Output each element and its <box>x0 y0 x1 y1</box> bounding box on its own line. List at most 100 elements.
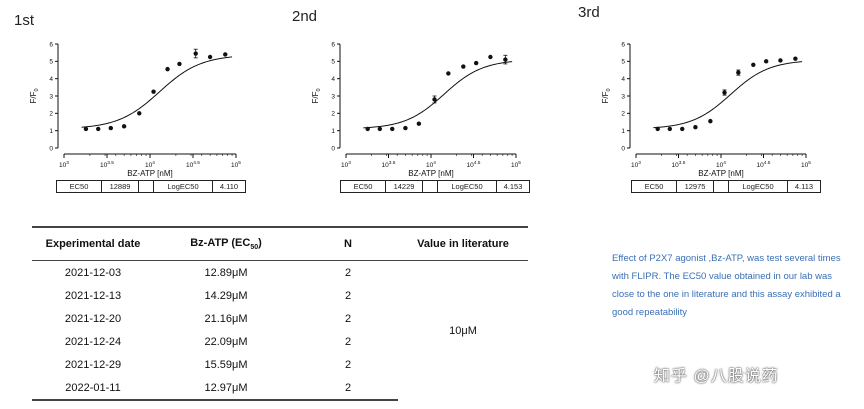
y-tick-label: 0 <box>621 145 625 152</box>
data-point <box>446 71 451 76</box>
data-point <box>96 126 101 132</box>
header-bz-atp-ec50: Bz-ATP (EC50) <box>154 226 298 261</box>
data-point <box>108 125 113 131</box>
data-point <box>708 118 713 124</box>
fit-curve <box>363 61 513 129</box>
date-cell: 2021-12-29 <box>64 358 122 371</box>
stats-box-2nd: EC50 14229 LogEC50 4.153 <box>340 180 530 193</box>
y-tick-label: 2 <box>331 111 335 118</box>
data-point <box>177 61 182 67</box>
literature-value-cell: 10μM <box>449 324 477 337</box>
date-cell: 2021-12-03 <box>64 266 122 279</box>
data-point <box>365 126 370 132</box>
data-point <box>121 124 127 129</box>
n-cell: 2 <box>298 376 398 401</box>
x-tick-label: 104.5 <box>186 160 200 169</box>
y-tick-label: 5 <box>49 59 53 66</box>
header-experimental-date: Experimental date <box>32 226 154 261</box>
ec50-cell: 22.09μM <box>204 335 248 348</box>
data-point <box>473 60 479 66</box>
ec50-cell: 14.29μM <box>204 289 248 302</box>
stats-box-1st: EC50 12889 LogEC50 4.110 <box>56 180 246 193</box>
n-cell: 2 <box>344 335 352 348</box>
n-cell: 2 <box>344 312 352 325</box>
ec50-value: 12889 <box>101 181 138 192</box>
stats-spacer <box>422 181 437 192</box>
date-cell: 2022-01-11 <box>32 376 154 401</box>
x-tick-label: 104.5 <box>757 160 771 169</box>
x-tick-label: 104 <box>145 160 155 169</box>
x-tick-label: 103 <box>59 160 69 169</box>
n-cell: 2 <box>344 358 352 371</box>
table-row: 2021-12-03 12.89μM 2 10μM <box>32 261 528 337</box>
y-tick-label: 1 <box>331 128 335 135</box>
y-tick-label: 4 <box>331 76 335 83</box>
ec50-value: 14229 <box>385 181 422 192</box>
date-cell: 2021-12-24 <box>64 335 122 348</box>
data-point <box>432 97 437 102</box>
logec50-label: LogEC50 <box>437 181 496 192</box>
fit-curve <box>653 61 803 129</box>
data-point <box>763 59 769 64</box>
ec50-cell: 15.59μM <box>204 358 248 371</box>
data-point <box>667 126 673 132</box>
x-tick-label: 105 <box>231 160 241 169</box>
x-axis-label: BZ-ATP [nM] <box>698 169 744 178</box>
y-tick-label: 4 <box>621 76 625 83</box>
y-tick-label: 1 <box>621 128 625 135</box>
table-row: 2021-12-13 14.29μM 2 <box>32 284 528 307</box>
data-point <box>722 90 727 95</box>
data-point <box>693 125 698 130</box>
x-tick-label: 103.5 <box>100 160 114 169</box>
ec50-label: EC50 <box>69 182 89 191</box>
data-point <box>390 126 395 132</box>
y-tick-label: 5 <box>621 59 625 66</box>
data-point <box>778 58 783 63</box>
data-point <box>416 121 422 126</box>
data-point <box>193 51 198 56</box>
data-point <box>736 70 741 75</box>
data-point <box>377 126 383 132</box>
date-cell: 2021-12-13 <box>64 289 122 302</box>
ec50-label: EC50 <box>353 182 373 191</box>
n-cell: 2 <box>344 289 352 302</box>
ec50-value: 12975 <box>676 181 713 192</box>
y-tick-label: 3 <box>49 93 53 100</box>
x-axis-label: BZ-ATP [nM] <box>408 169 454 178</box>
stats-spacer <box>138 181 153 192</box>
logec50-value: 4.113 <box>787 181 820 192</box>
ec50-cell: 21.16μM <box>204 312 248 325</box>
x-tick-label: 104 <box>426 160 436 169</box>
panel-label-2nd: 2nd <box>292 8 318 25</box>
data-point <box>207 54 213 60</box>
data-point <box>655 126 660 132</box>
logec50-value: 4.110 <box>212 181 245 192</box>
data-point <box>680 126 685 132</box>
y-tick-label: 6 <box>331 41 335 48</box>
stats-spacer <box>713 181 728 192</box>
logec50-value: 4.153 <box>496 181 529 192</box>
table-row: 2021-12-24 22.09μM 2 <box>32 330 528 353</box>
y-tick-label: 2 <box>621 111 625 118</box>
stats-box-3rd: EC50 12975 LogEC50 4.113 <box>631 180 821 193</box>
ec50-results-table: Experimental date Bz-ATP (EC50) N Value … <box>32 226 528 401</box>
date-cell: 2021-12-20 <box>64 312 122 325</box>
y-tick-label: 3 <box>621 93 625 100</box>
data-point <box>793 56 798 61</box>
data-point <box>461 64 466 69</box>
table-header-row: Experimental date Bz-ATP (EC50) N Value … <box>32 226 528 261</box>
ec50-cell: 12.89μM <box>204 266 248 279</box>
y-axis-label: F/F0 <box>601 88 612 103</box>
n-cell: 2 <box>344 266 352 279</box>
data-point <box>137 111 142 116</box>
fit-curve <box>81 56 233 128</box>
assay-note: Effect of P2X7 agonist ,Bz-ATP, was test… <box>612 253 841 318</box>
y-tick-label: 6 <box>49 41 53 48</box>
x-axis-label: BZ-ATP [nM] <box>127 169 173 178</box>
y-tick-label: 5 <box>331 59 335 66</box>
x-tick-label: 104 <box>716 160 726 169</box>
y-tick-label: 0 <box>331 145 335 152</box>
x-tick-label: 103 <box>631 160 641 169</box>
